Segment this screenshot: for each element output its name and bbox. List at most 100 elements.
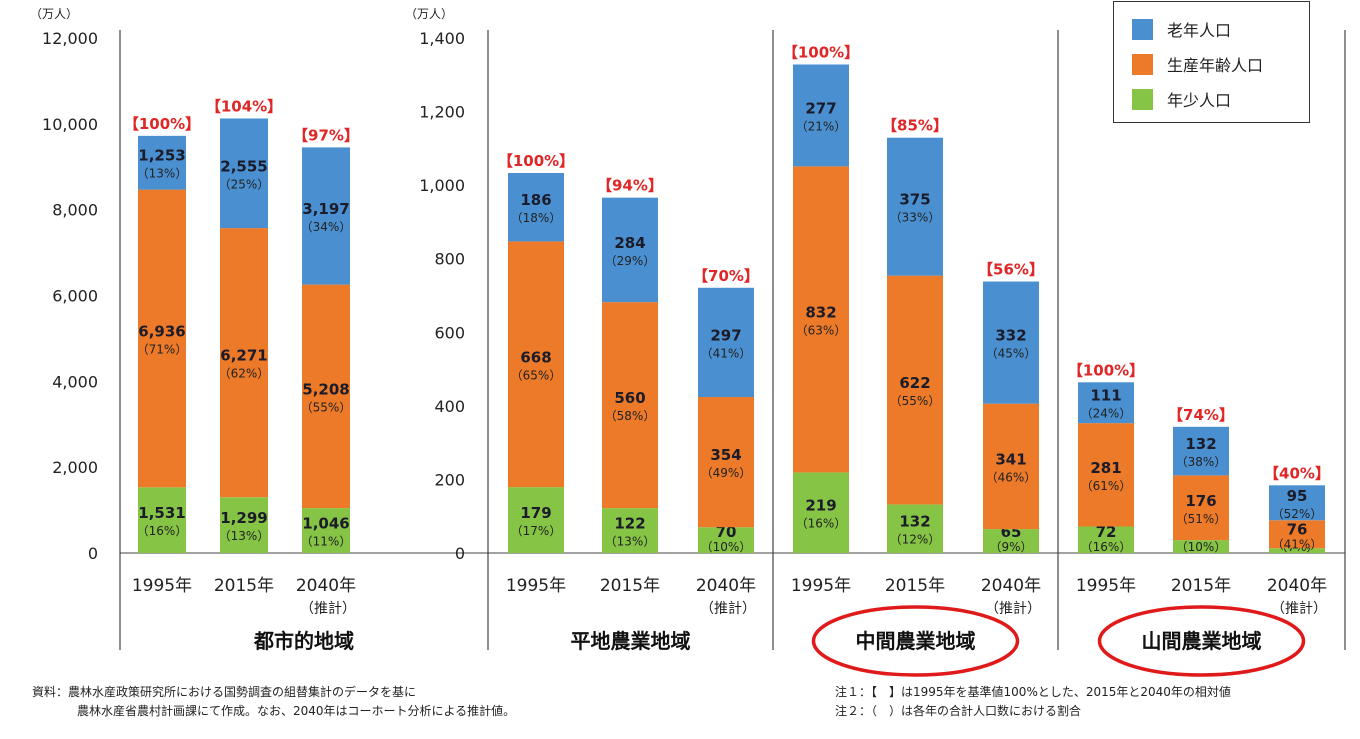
category-sublabel: （推計） <box>1271 601 1327 617</box>
pct-label-child: （16%） <box>137 524 188 538</box>
value-label-working: 622 <box>899 374 930 392</box>
region-title: 平地農業地域 <box>571 629 691 653</box>
relative-label: 【74%】 <box>1168 406 1234 424</box>
category-label: 1995年 <box>1076 576 1136 596</box>
legend-label-child: 年少人口 <box>1167 91 1232 110</box>
value-label-elderly: 284 <box>614 234 645 252</box>
category-label: 1995年 <box>791 576 851 596</box>
pct-label-working: （71%） <box>137 342 188 356</box>
category-label: 1995年 <box>132 576 192 596</box>
pct-label-child: （11%） <box>301 535 352 549</box>
bar-child <box>983 529 1039 553</box>
legend-label-elderly: 老年人口 <box>1167 21 1232 40</box>
category-label: 2015年 <box>600 576 660 596</box>
bar-working <box>887 275 943 505</box>
pct-label-elderly: （34%） <box>301 220 352 234</box>
highlight-ellipse <box>811 605 1020 677</box>
y-tick-label: 0 <box>88 544 98 563</box>
y-tick-label: 800 <box>434 250 465 269</box>
y-tick-label: 0 <box>455 544 465 563</box>
pct-label-working: （46%） <box>986 470 1037 484</box>
relative-label: 【100%】 <box>124 115 200 133</box>
legend-item-working: 生産年齢人口 <box>1132 51 1263 77</box>
bar-working <box>138 189 186 488</box>
value-label-elderly: 111 <box>1090 387 1121 405</box>
pct-label-working: （62%） <box>219 367 270 381</box>
region-title: 中間農業地域 <box>856 629 976 653</box>
pct-label-elderly: （18%） <box>511 211 562 225</box>
pct-label-child: （16%） <box>1081 540 1132 554</box>
bar-working <box>302 284 350 509</box>
value-label-child: 72 <box>1096 523 1117 541</box>
value-label-child: 179 <box>520 504 551 522</box>
legend-swatch-child <box>1132 88 1153 110</box>
y-tick-label: 1,200 <box>419 103 465 122</box>
bar-child <box>138 487 186 553</box>
pct-label-working: （63%） <box>796 323 847 337</box>
pct-label-working: （65%） <box>511 368 562 382</box>
legend-label-working: 生産年齢人口 <box>1167 56 1264 75</box>
value-label-elderly: 277 <box>805 99 836 117</box>
category-label: 2040年 <box>1267 576 1327 596</box>
value-label-working: 6,271 <box>220 347 267 365</box>
bar-child <box>1269 548 1325 553</box>
category-label: 2040年 <box>696 576 756 596</box>
bar-child <box>1078 526 1134 553</box>
region-title: 山間農業地域 <box>1142 629 1262 653</box>
pct-label-working: （55%） <box>890 394 941 408</box>
relative-label: 【100%】 <box>498 152 574 170</box>
bar-child <box>698 527 754 553</box>
pct-label-child: （10%） <box>1176 540 1227 554</box>
value-label-working: 176 <box>1185 492 1216 510</box>
category-sublabel: （推計） <box>300 601 356 617</box>
note-2: 注２：（ ）は各年の合計人口数における割合 <box>835 704 1082 718</box>
pct-label-elderly: （52%） <box>1272 507 1323 521</box>
bar-elderly <box>138 135 186 190</box>
value-label-working: 832 <box>805 303 836 321</box>
y-tick-label: 600 <box>434 323 465 342</box>
value-label-child: 1,531 <box>138 504 185 522</box>
pct-label-working: （55%） <box>301 400 352 414</box>
y-tick-label: 1,000 <box>419 176 465 195</box>
y-tick-label: 6,000 <box>52 287 98 306</box>
value-label-working: 281 <box>1090 459 1121 477</box>
pct-label-elderly: （33%） <box>890 211 941 225</box>
highlight-ellipse <box>1097 605 1306 677</box>
bar-child <box>793 472 849 553</box>
value-label-child: 1,046 <box>302 515 349 533</box>
relative-label: 【56%】 <box>978 261 1044 279</box>
note-1: 注１：【 】は1995年を基準値100%とした、2015年と2040年の相対値 <box>835 685 1231 699</box>
value-label-child: 122 <box>614 515 645 533</box>
value-label-elderly: 332 <box>995 327 1026 345</box>
legend-item-elderly: 老年人口 <box>1132 16 1231 42</box>
pct-label-elderly: （21%） <box>796 119 847 133</box>
pct-label-child: （9%） <box>989 540 1032 554</box>
pct-label-elderly: （29%） <box>605 254 656 268</box>
category-label: 2015年 <box>885 576 945 596</box>
bar-elderly <box>302 147 350 285</box>
bar-working <box>602 302 658 509</box>
y-tick-label: 12,000 <box>42 29 98 48</box>
category-sublabel: （推計） <box>985 601 1041 617</box>
bar-elderly <box>887 137 943 276</box>
y-unit-label: （万人） <box>405 7 453 21</box>
pct-label-child: （13%） <box>605 535 656 549</box>
pct-label-working: （49%） <box>701 466 752 480</box>
y-tick-label: 1,400 <box>419 29 465 48</box>
bar-elderly <box>698 287 754 398</box>
value-label-elderly: 186 <box>520 191 551 209</box>
value-label-working: 6,936 <box>138 322 185 340</box>
legend-item-child: 年少人口 <box>1132 86 1231 112</box>
value-label-elderly: 297 <box>710 326 741 344</box>
value-label-child: 219 <box>805 497 836 515</box>
value-label-elderly: 3,197 <box>302 200 349 218</box>
relative-label: 【94%】 <box>597 177 663 195</box>
chart-legend: 老年人口 生産年齢人口 年少人口 <box>1113 1 1310 123</box>
category-label: 1995年 <box>506 576 566 596</box>
value-label-elderly: 2,555 <box>220 157 267 175</box>
category-label: 2015年 <box>1171 576 1231 596</box>
bar-elderly <box>602 197 658 303</box>
pct-label-working: （51%） <box>1176 512 1227 526</box>
y-tick-label: 10,000 <box>42 115 98 134</box>
